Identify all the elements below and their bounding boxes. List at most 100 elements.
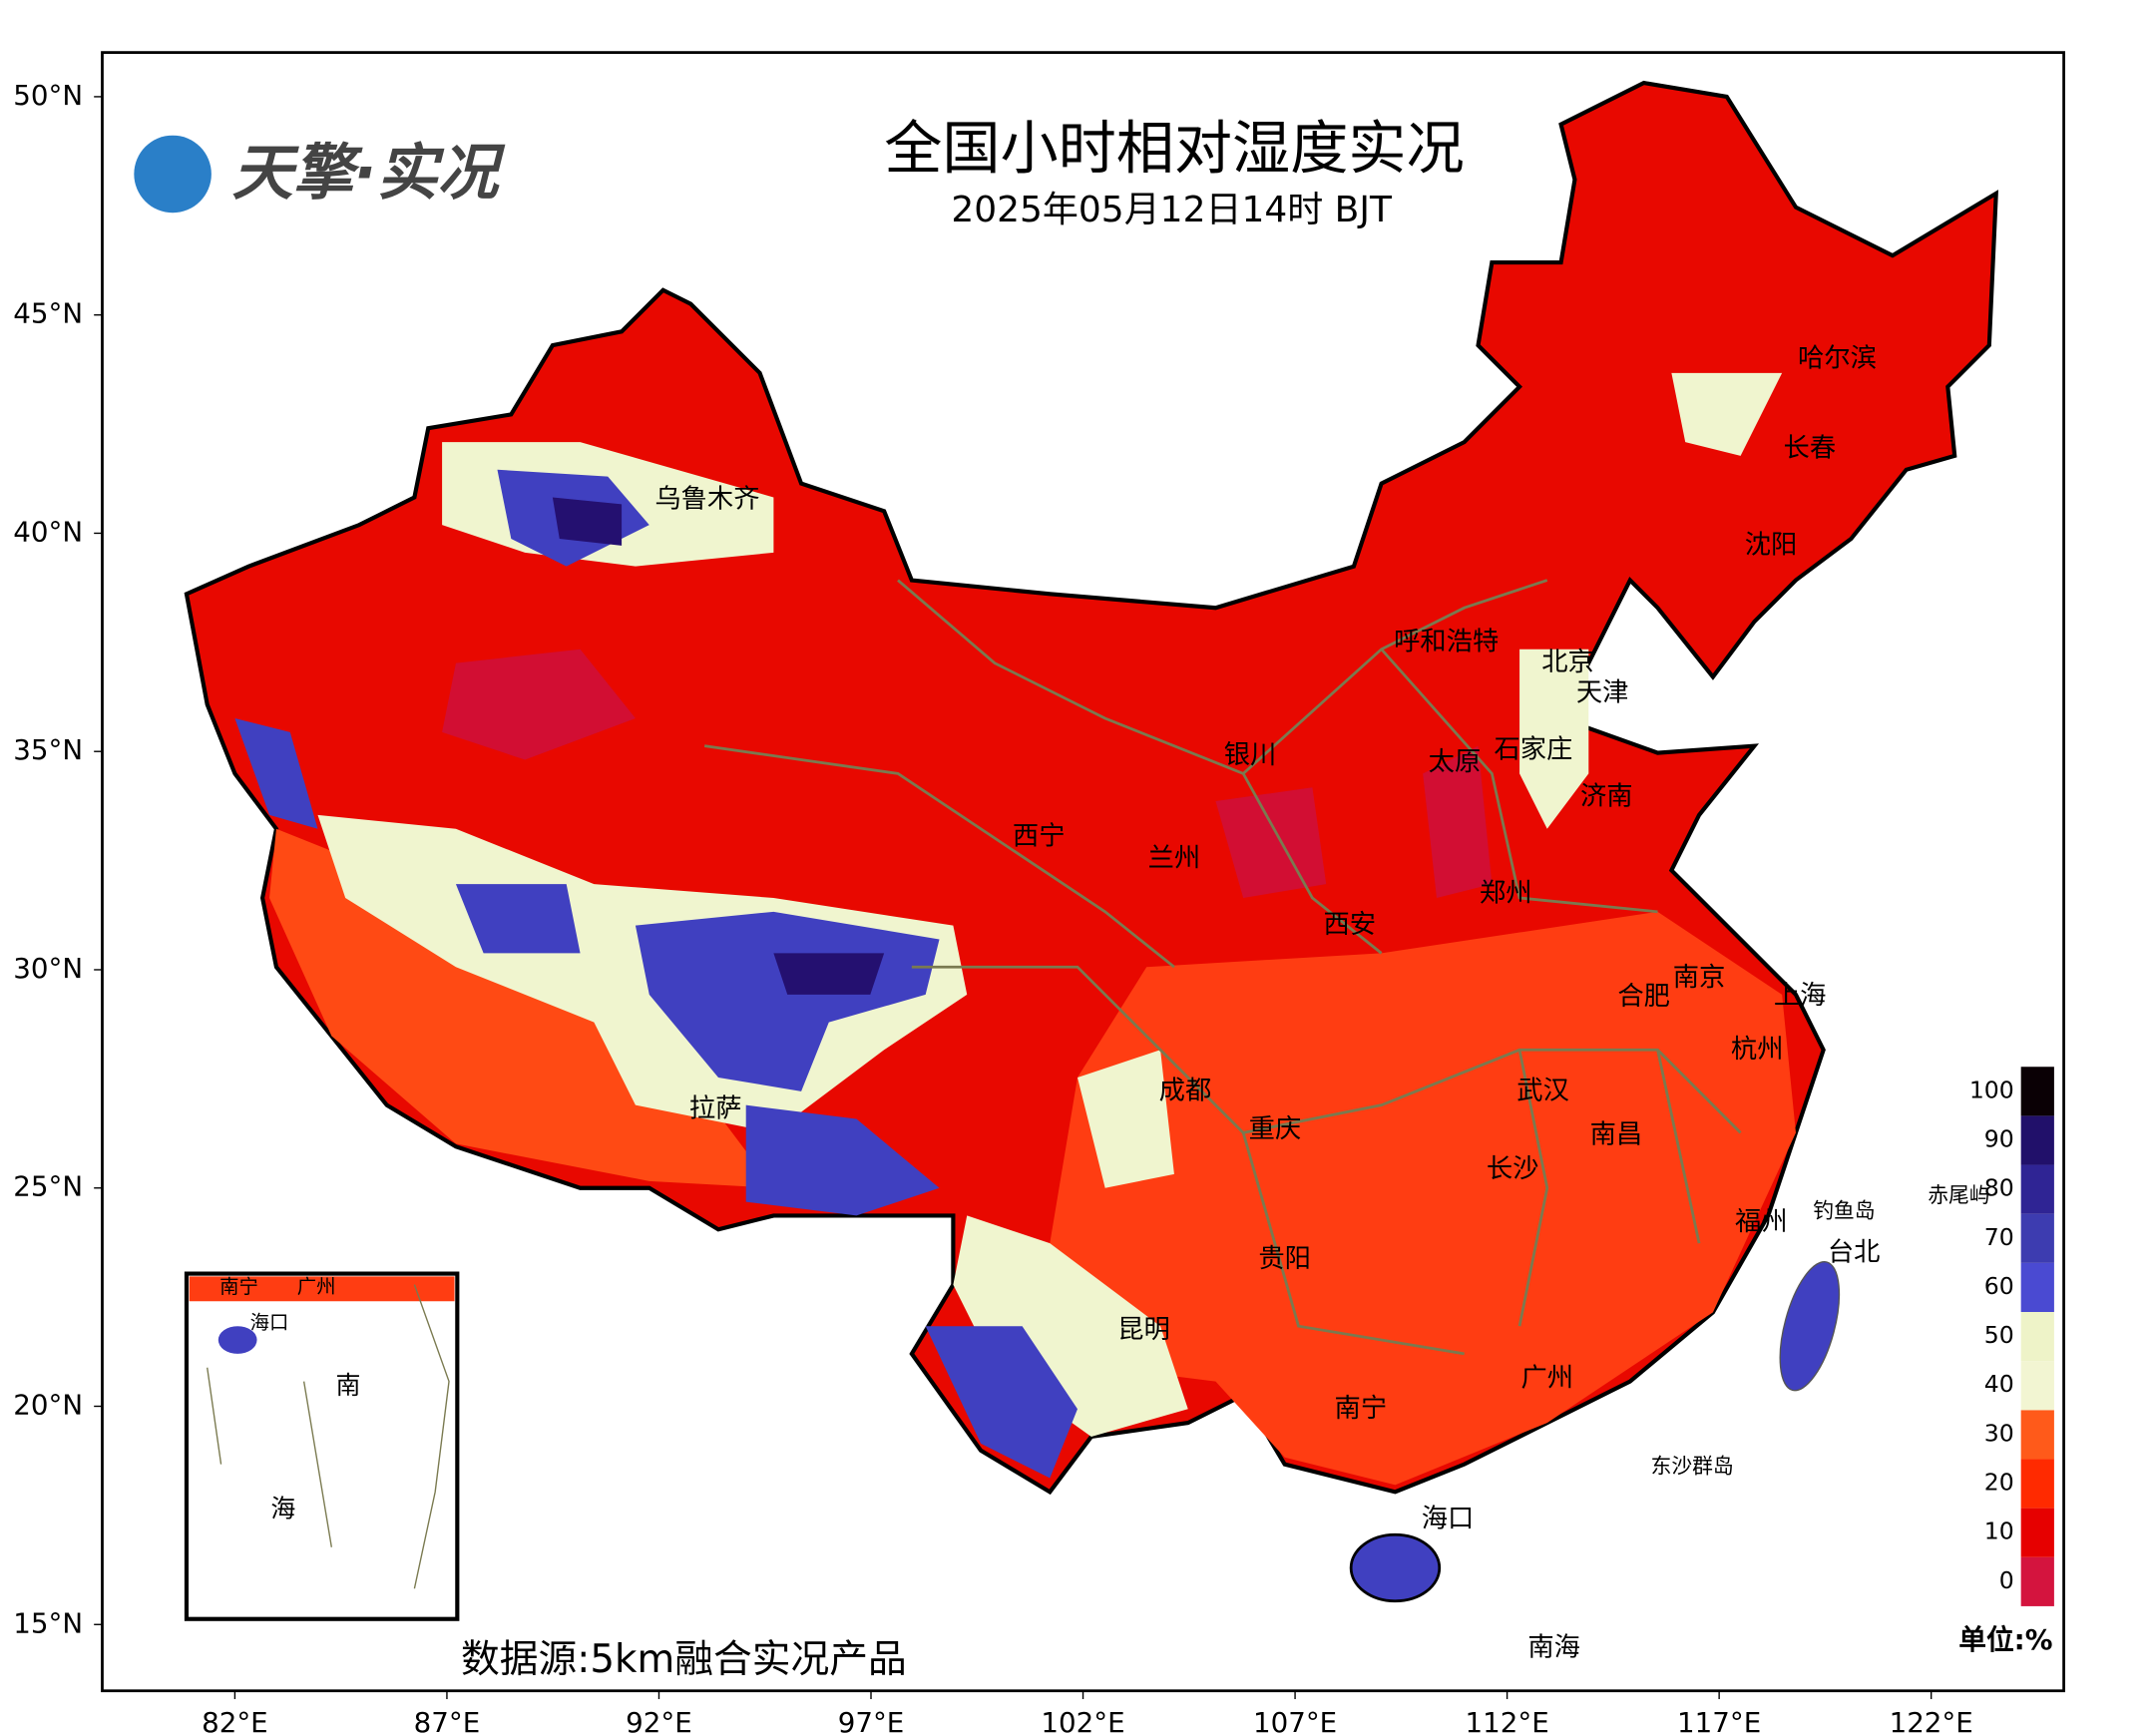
lat-label: 30°N: [13, 952, 83, 985]
colorbar-label: 70: [1984, 1223, 2014, 1251]
south-orange-area: [1050, 911, 1796, 1486]
city-label: 乌鲁木齐: [654, 485, 759, 515]
inset-coast: [189, 1276, 455, 1302]
city-label: 广州: [1520, 1363, 1573, 1393]
lat-label: 35°N: [13, 733, 83, 766]
colorbar-band: [2020, 1067, 2054, 1116]
china-map: [184, 80, 1998, 1603]
data-source: 数据源:5km融合实况产品: [461, 1637, 907, 1682]
lon-label: 82°E: [202, 1706, 268, 1736]
province-borders: [703, 579, 1742, 1356]
city-label: 福州: [1735, 1207, 1788, 1237]
lat-label: 40°N: [13, 515, 83, 548]
cream-area: [317, 372, 1783, 1437]
title: 全国小时相对湿度实况: [884, 114, 1464, 182]
city-label: 成都: [1159, 1076, 1212, 1105]
city-label: 太原: [1429, 747, 1482, 777]
colorbar-band: [2020, 1556, 2054, 1606]
inset-hainan: [217, 1326, 257, 1354]
colorbar-label: 100: [1969, 1076, 2014, 1103]
city-label: 重庆: [1249, 1114, 1302, 1144]
colorbar-band: [2020, 1459, 2054, 1509]
city-label: 南昌: [1590, 1120, 1643, 1150]
city-label: 昆明: [1117, 1315, 1170, 1345]
logo-text: 天擎·实况: [232, 138, 506, 209]
city-label: 钓鱼岛: [1813, 1198, 1875, 1222]
lat-label: 25°N: [13, 1170, 83, 1203]
city-label: 天津: [1576, 678, 1629, 708]
lon-label: 117°E: [1677, 1706, 1761, 1736]
city-label: 贵阳: [1258, 1244, 1311, 1274]
city-label: 石家庄: [1494, 734, 1572, 764]
colorbar-band: [2020, 1213, 2054, 1263]
city-label: 上海: [1774, 981, 1827, 1011]
logo-icon: [134, 135, 212, 214]
city-label: 兰州: [1148, 844, 1201, 874]
city-label: 南宁: [1335, 1394, 1388, 1424]
inset-islands: [207, 1284, 450, 1589]
lat-label: 45°N: [13, 297, 83, 330]
hainan: [1349, 1532, 1442, 1603]
city-label: 南海: [1527, 1632, 1580, 1662]
colorbar-label: 50: [1984, 1321, 2014, 1349]
city-label: 武汉: [1516, 1076, 1569, 1105]
lon-label: 107°E: [1253, 1706, 1337, 1736]
colorbar-label: 0: [1999, 1566, 2014, 1594]
city-label: 赤尾屿: [1928, 1183, 1989, 1207]
lon-label: 112°E: [1466, 1706, 1549, 1736]
city-label: 呼和浩特: [1394, 627, 1499, 656]
colorbar-band: [2020, 1164, 2054, 1214]
colorbar-label: 60: [1984, 1272, 2014, 1300]
colorbar-label: 20: [1984, 1469, 2014, 1497]
city-label: 济南: [1580, 781, 1633, 811]
inset-label: 海口: [250, 1311, 289, 1334]
taiwan: [1779, 1260, 1841, 1392]
city-label: 合肥: [1617, 982, 1670, 1012]
lon-label: 87°E: [414, 1706, 481, 1736]
city-label: 北京: [1541, 648, 1594, 677]
city-label: 杭州: [1731, 1035, 1784, 1065]
city-label: 长春: [1784, 433, 1837, 463]
city-label: 拉萨: [689, 1093, 742, 1123]
city-label: 海口: [1422, 1505, 1475, 1534]
inset-label: 海: [270, 1494, 295, 1522]
city-label: 哈尔滨: [1798, 343, 1877, 373]
inset-map: [184, 1271, 460, 1621]
city-label: 银川: [1224, 740, 1277, 770]
lon-label: 122°E: [1890, 1706, 1973, 1736]
colorbar-band: [2020, 1508, 2054, 1557]
colorbar-band: [2020, 1262, 2054, 1313]
colorbar-label: 10: [1984, 1518, 2014, 1545]
city-label: 西宁: [1013, 822, 1066, 852]
inset-label: 南: [335, 1371, 360, 1400]
colorbar-label: 80: [1984, 1174, 2014, 1202]
lon-label: 97°E: [838, 1706, 905, 1736]
colorbar-band: [2020, 1115, 2054, 1165]
humid-area: [234, 469, 1078, 1479]
inset-label: 广州: [297, 1275, 336, 1298]
lat-label: 50°N: [13, 79, 83, 112]
lon-label: 102°E: [1041, 1706, 1124, 1736]
city-label: 长沙: [1487, 1154, 1539, 1184]
city-label: 南京: [1673, 963, 1726, 993]
dry-core-area: [442, 649, 1493, 898]
colorbar-band: [2020, 1312, 2054, 1362]
colorbar-label: 30: [1984, 1419, 2014, 1447]
city-label: 台北: [1828, 1237, 1881, 1267]
colorbar-label: 40: [1984, 1370, 2014, 1398]
inset-label: 南宁: [219, 1275, 258, 1298]
lat-label: 20°N: [13, 1389, 83, 1422]
city-label: 西安: [1323, 910, 1376, 940]
subtitle: 2025年05月12日14时 BJT: [951, 190, 1393, 230]
lon-label: 92°E: [626, 1706, 692, 1736]
city-label: 沈阳: [1745, 530, 1798, 560]
unit-label: 单位:%: [1958, 1623, 2052, 1656]
colorbar-label: 90: [1984, 1124, 2014, 1152]
colorbar-band: [2020, 1361, 2054, 1411]
lat-label: 15°N: [13, 1606, 83, 1639]
colorbar-band: [2020, 1410, 2054, 1460]
city-label: 东沙群岛: [1651, 1454, 1734, 1478]
city-label: 郑州: [1480, 878, 1532, 908]
